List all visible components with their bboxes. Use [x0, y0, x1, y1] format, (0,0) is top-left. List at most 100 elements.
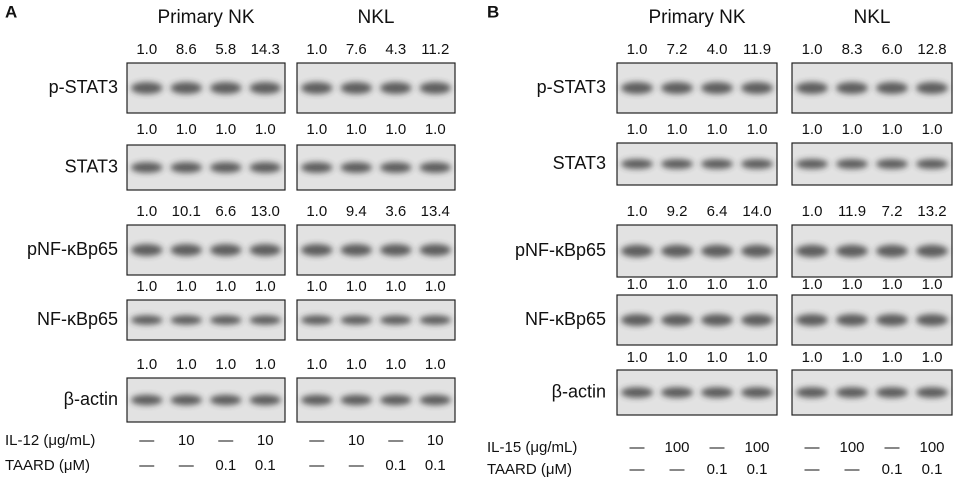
blot-band	[170, 394, 203, 406]
treatment-value: —	[139, 457, 154, 474]
blot-band	[741, 314, 773, 326]
quant-value: 1.0	[667, 121, 688, 138]
row-label: β-actin	[552, 381, 606, 401]
treatment-value: 0.1	[707, 461, 728, 478]
quant-value: 6.4	[707, 203, 728, 220]
blot-band	[340, 82, 373, 94]
quant-value: 11.9	[838, 203, 866, 220]
treatment-value: —	[885, 439, 900, 456]
blot-band	[796, 387, 828, 398]
blot-band	[249, 394, 282, 406]
quant-value: 4.3	[385, 41, 406, 58]
quant-value: 1.0	[255, 356, 276, 373]
blot-band	[300, 394, 333, 406]
quant-value: 1.0	[627, 41, 648, 58]
quant-value: 1.0	[255, 121, 276, 138]
quant-value: 9.4	[346, 203, 367, 220]
quant-value: 10.1	[172, 203, 201, 220]
group-header: Primary NK	[157, 7, 254, 28]
blot-band	[741, 82, 773, 94]
quant-value: 4.0	[707, 41, 728, 58]
row-label: pNF-κBp65	[27, 239, 118, 259]
quant-value: 13.4	[421, 203, 450, 220]
group-header: Primary NK	[648, 7, 745, 28]
quant-value: 1.0	[306, 41, 327, 58]
quant-value: 1.0	[385, 278, 406, 295]
row-label: STAT3	[553, 153, 606, 173]
treatment-value: 0.1	[747, 461, 768, 478]
treatment-value: 100	[919, 439, 944, 456]
quant-value: 12.8	[917, 41, 946, 58]
treatment-value: 10	[348, 432, 365, 449]
quant-value: 1.0	[747, 121, 768, 138]
blot-band	[701, 244, 733, 258]
blot-band	[130, 315, 163, 325]
quant-value: 1.0	[136, 121, 157, 138]
blot-band	[661, 387, 693, 398]
quant-value: 1.0	[882, 349, 903, 366]
quant-value: 1.0	[842, 121, 863, 138]
quant-value: 6.0	[882, 41, 903, 58]
blot-band	[621, 244, 653, 258]
blot-band	[796, 82, 828, 94]
blot-band	[379, 315, 412, 325]
panel-label: B	[487, 2, 499, 21]
group-header: NKL	[854, 7, 891, 28]
quant-value: 1.0	[176, 356, 197, 373]
blot-band	[876, 158, 908, 170]
blot-band	[249, 244, 282, 256]
blot-band	[300, 162, 333, 173]
quant-value: 1.0	[425, 278, 446, 295]
blot-band	[701, 82, 733, 94]
treatment-value: 100	[839, 439, 864, 456]
treatment-value: —	[805, 439, 820, 456]
blot-band	[300, 315, 333, 325]
blot-band	[249, 315, 282, 325]
quant-value: 1.0	[306, 356, 327, 373]
quant-value: 1.0	[882, 276, 903, 293]
quant-value: 1.0	[922, 349, 943, 366]
quant-value: 1.0	[707, 121, 728, 138]
blot-band	[741, 244, 773, 258]
treatment-value: 0.1	[425, 457, 446, 474]
blot-band	[876, 244, 908, 258]
treatment-value: 0.1	[922, 461, 943, 478]
treatment-value: —	[218, 432, 233, 449]
quant-value: 1.0	[802, 121, 823, 138]
quant-value: 1.0	[346, 356, 367, 373]
quant-value: 1.0	[346, 278, 367, 295]
blot-band	[340, 244, 373, 256]
blot-band	[916, 387, 948, 398]
blot-band	[419, 315, 452, 325]
blot-band	[621, 387, 653, 398]
blot-band	[419, 244, 452, 256]
blot-band	[130, 394, 163, 406]
quant-value: 1.0	[667, 349, 688, 366]
blot-band	[340, 315, 373, 325]
treatment-value: —	[845, 461, 860, 478]
treatment-value: —	[805, 461, 820, 478]
quant-value: 1.0	[627, 276, 648, 293]
row-label: β-actin	[64, 389, 118, 409]
quant-value: 1.0	[255, 278, 276, 295]
quant-value: 1.0	[707, 349, 728, 366]
blot-band	[701, 158, 733, 170]
quant-value: 8.3	[842, 41, 863, 58]
blot-band	[170, 315, 203, 325]
blot-band	[340, 394, 373, 406]
quant-value: 1.0	[627, 349, 648, 366]
blot-band	[379, 394, 412, 406]
row-label: NF-κBp65	[37, 309, 118, 329]
treatment-value: 10	[257, 432, 274, 449]
quant-value: 1.0	[802, 349, 823, 366]
blot-band	[249, 82, 282, 94]
blot-band	[209, 244, 242, 256]
treatment-value: 0.1	[882, 461, 903, 478]
quant-value: 7.6	[346, 41, 367, 58]
quant-value: 1.0	[136, 203, 157, 220]
blot-band	[621, 158, 653, 170]
blot-band	[876, 314, 908, 326]
quant-value: 1.0	[922, 121, 943, 138]
quant-value: 1.0	[842, 349, 863, 366]
blot-band	[796, 244, 828, 258]
